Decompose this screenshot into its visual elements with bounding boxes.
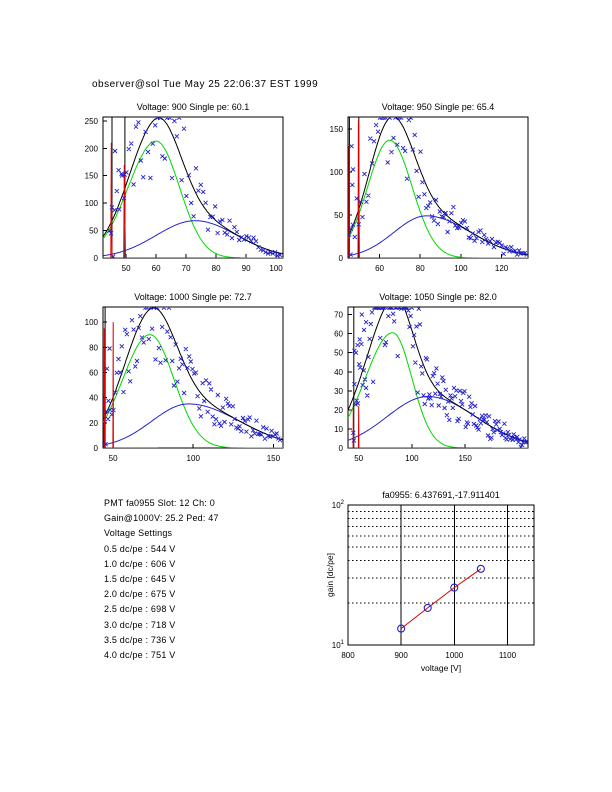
svg-text:80: 80 (212, 264, 221, 273)
svg-text:102: 102 (332, 500, 345, 510)
info-line: Gain@1000V: 25.2 Ped: 47 (104, 513, 219, 524)
chart-gain-curve: 800 900 1000 1100 fa0955: 6.437691,-17.91140… (304, 485, 544, 683)
svg-text:800: 800 (341, 651, 355, 660)
svg-text:0: 0 (339, 444, 344, 453)
svg-text:50: 50 (109, 454, 118, 463)
svg-text:100: 100 (85, 318, 99, 327)
svg-text:Voltage: 950 Single pe: 65.4: Voltage: 950 Single pe: 65.4 (382, 102, 495, 112)
svg-text:10: 10 (334, 425, 343, 434)
svg-text:20: 20 (89, 419, 98, 428)
svg-text:150: 150 (85, 172, 99, 181)
info-line: 1.0 dc/pe : 606 V (104, 558, 176, 569)
svg-text:100: 100 (405, 454, 419, 463)
svg-text:50: 50 (334, 349, 343, 358)
svg-text:fa0955: 6.437691,-17.911401: fa0955: 6.437691,-17.911401 (382, 490, 499, 500)
info-line: PMT fa0955 Slot: 12 Ch: 0 (104, 498, 215, 508)
info-line: Voltage Settings (104, 528, 173, 539)
info-line: 3.0 dc/pe : 718 V (104, 619, 176, 630)
svg-text:voltage [V]: voltage [V] (421, 663, 461, 673)
svg-text:Voltage: 1000 Single pe: 72.7: Voltage: 1000 Single pe: 72.7 (134, 292, 252, 302)
svg-text:200: 200 (85, 144, 99, 153)
info-line: 2.5 dc/pe : 698 V (104, 604, 176, 615)
svg-text:50: 50 (122, 264, 131, 273)
svg-text:40: 40 (334, 368, 343, 377)
svg-text:0: 0 (94, 444, 99, 453)
svg-text:60: 60 (334, 330, 343, 339)
svg-text:100: 100 (330, 168, 344, 177)
svg-text:50: 50 (334, 211, 343, 220)
svg-text:Voltage: 1050 Single pe: 82.0: Voltage: 1050 Single pe: 82.0 (379, 292, 497, 302)
svg-text:70: 70 (334, 311, 343, 320)
svg-text:80: 80 (416, 264, 425, 273)
svg-text:60: 60 (152, 264, 161, 273)
svg-text:0: 0 (94, 254, 99, 263)
svg-text:40: 40 (89, 394, 98, 403)
info-line: 3.5 dc/pe : 736 V (104, 634, 176, 645)
svg-text:120: 120 (495, 264, 509, 273)
svg-text:100: 100 (187, 454, 201, 463)
svg-text:100: 100 (269, 264, 283, 273)
header-timestamp: observer@sol Tue May 25 22:06:37 EST 199… (92, 79, 319, 90)
svg-text:250: 250 (85, 117, 99, 126)
info-line: 4.0 dc/pe : 751 V (104, 650, 176, 661)
svg-text:50: 50 (354, 454, 363, 463)
svg-text:101: 101 (332, 640, 345, 650)
chart-voltage-1000: 50 100 150 Voltage: 1000 Single pe: 72.7 0 20… (59, 287, 293, 470)
svg-text:60: 60 (375, 264, 384, 273)
info-line: 2.0 dc/pe : 675 V (104, 589, 176, 600)
svg-text:150: 150 (458, 454, 472, 463)
svg-text:150: 150 (330, 125, 344, 134)
svg-text:gain [dc/pe]: gain [dc/pe] (325, 553, 335, 597)
svg-text:1000: 1000 (445, 651, 463, 660)
svg-text:30: 30 (334, 387, 343, 396)
pmt-info-block: PMT fa0955 Slot: 12 Ch: 0 Gain@1000V: 25.… (104, 496, 219, 663)
svg-text:60: 60 (89, 368, 98, 377)
chart-voltage-1050: 50 100 150 Voltage: 1050 Single pe: 82.0 0 10… (304, 287, 538, 470)
svg-text:Voltage: 900 Single pe: 60.1: Voltage: 900 Single pe: 60.1 (137, 102, 250, 112)
chart-voltage-900: 50 60 70 80 90 100 Voltage: 900 Single pe: 60.… (59, 97, 293, 280)
svg-text:1100: 1100 (499, 651, 517, 660)
info-line: 0.5 dc/pe : 544 V (104, 543, 176, 554)
info-line: 1.5 dc/pe : 645 V (104, 574, 176, 585)
svg-text:50: 50 (89, 227, 98, 236)
svg-text:90: 90 (242, 264, 251, 273)
svg-text:20: 20 (334, 406, 343, 415)
svg-text:80: 80 (89, 343, 98, 352)
svg-text:150: 150 (267, 454, 281, 463)
svg-text:100: 100 (454, 264, 468, 273)
svg-text:900: 900 (394, 651, 408, 660)
svg-text:70: 70 (182, 264, 191, 273)
svg-text:0: 0 (339, 254, 344, 263)
chart-voltage-950: 60 80 100 120 Voltage: 950 Single pe: 65.4 0 5… (304, 97, 538, 280)
svg-text:100: 100 (85, 199, 99, 208)
